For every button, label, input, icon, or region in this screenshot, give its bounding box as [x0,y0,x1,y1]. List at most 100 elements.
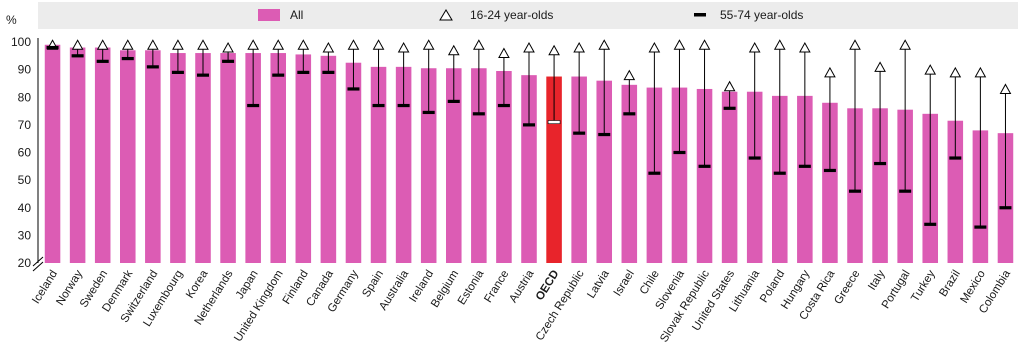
marker-16-24 [924,64,937,75]
y-tick-label: 30 [18,228,32,242]
marker-16-24 [297,39,310,50]
marker-55-74 [598,132,611,137]
y-tick-label: 60 [18,146,32,160]
y-tick-label: 20 [18,256,32,270]
bar [446,68,462,264]
bar [471,68,487,264]
x-axis-labels: IcelandNorwaySwedenDenmarkSwitzerlandLux… [30,268,1013,344]
marker-16-24 [824,66,836,78]
marker-55-74 [999,206,1012,210]
marker-55-74 [171,70,184,74]
marker-16-24 [473,39,485,50]
x-tick-label: Israel [612,268,637,298]
marker-55-74 [899,189,912,193]
marker-55-74 [773,171,786,175]
legend-dash-icon [694,13,706,17]
bar [496,71,512,263]
marker-16-24 [974,66,987,78]
legend-band [38,2,1018,29]
x-tick-label: Latvia [585,268,612,301]
marker-16-24 [648,42,661,53]
marker-55-74 [924,222,937,226]
marker-55-74 [748,156,761,160]
marker-16-24 [999,83,1012,94]
marker-16-24 [523,42,535,53]
marker-55-74 [974,225,987,229]
bar [596,80,613,264]
marker-55-74 [497,103,510,108]
marker-16-24 [673,39,686,50]
marker-16-24 [197,39,209,50]
marker-16-24 [272,39,285,50]
x-tick-label: Italy [866,268,887,292]
marker-55-74 [573,131,586,135]
bar [696,88,713,264]
bar [170,53,186,263]
bar [772,95,788,264]
marker-55-74 [949,156,962,160]
bar [746,91,763,263]
marker-16-24 [447,44,460,56]
marker-55-74 [523,123,535,127]
marker-16-24 [322,42,335,53]
y-tick-label: 80 [18,90,32,104]
marker-16-24 [748,42,761,53]
marker-16-24 [573,42,585,53]
marker-16-24 [799,42,811,53]
bar [220,53,236,263]
marker-16-24 [71,39,84,50]
x-tick-label: Turkey [909,268,938,304]
marker-55-74 [874,161,887,166]
marker-16-24 [949,66,962,78]
marker-55-74 [71,54,84,58]
marker-16-24 [623,69,636,81]
marker-16-24 [773,39,786,50]
x-tick-label: Brazil [937,268,962,299]
y-axis: 20 30 40 50 60 70 80 90 100 [11,35,44,272]
bar [621,84,638,263]
marker-55-74 [222,59,235,63]
y-tick-label: 40 [18,201,32,215]
marker-55-74 [723,106,736,110]
y-tick-label: 70 [18,118,32,132]
marker-55-74 [798,164,811,168]
bar [395,66,412,263]
bar [195,53,211,263]
x-tick-label: Estonia [456,268,487,307]
bar [370,66,387,263]
marker-16-24 [498,47,510,59]
legend-label-55-74: 55-74 year-olds [720,8,803,22]
marker-55-74 [547,120,561,125]
range-lines [52,44,1006,228]
x-tick-label: Czech Republic [534,268,587,343]
marker-16-24 [422,39,435,50]
bar [797,95,813,264]
bar [145,50,161,263]
marker-16-24 [849,39,861,50]
marker-55-74 [46,45,59,50]
bar [947,120,964,263]
legend: All 16-24 year-olds 55-74 year-olds [258,8,803,22]
y-unit-label: % [6,13,17,27]
marker-55-74 [197,73,209,77]
marker-16-24 [347,39,360,50]
marker-16-24 [397,42,410,53]
marker-55-74 [322,70,335,74]
marker-55-74 [146,65,159,69]
bar [270,53,287,263]
bar [646,87,663,263]
bar [420,68,437,264]
marker-16-24 [147,39,159,50]
legend-swatch-all [258,9,280,21]
marker-55-74 [247,103,260,108]
bar [44,44,61,264]
x-tick-label: Austria [507,268,536,305]
x-tick-label: Japan [234,268,261,301]
marker-55-74 [272,73,285,77]
y-tick-label: 50 [18,173,32,187]
marker-55-74 [397,103,410,108]
marker-16-24 [598,39,611,50]
marker-55-74 [698,164,711,168]
y-tick-label: 100 [11,35,31,49]
